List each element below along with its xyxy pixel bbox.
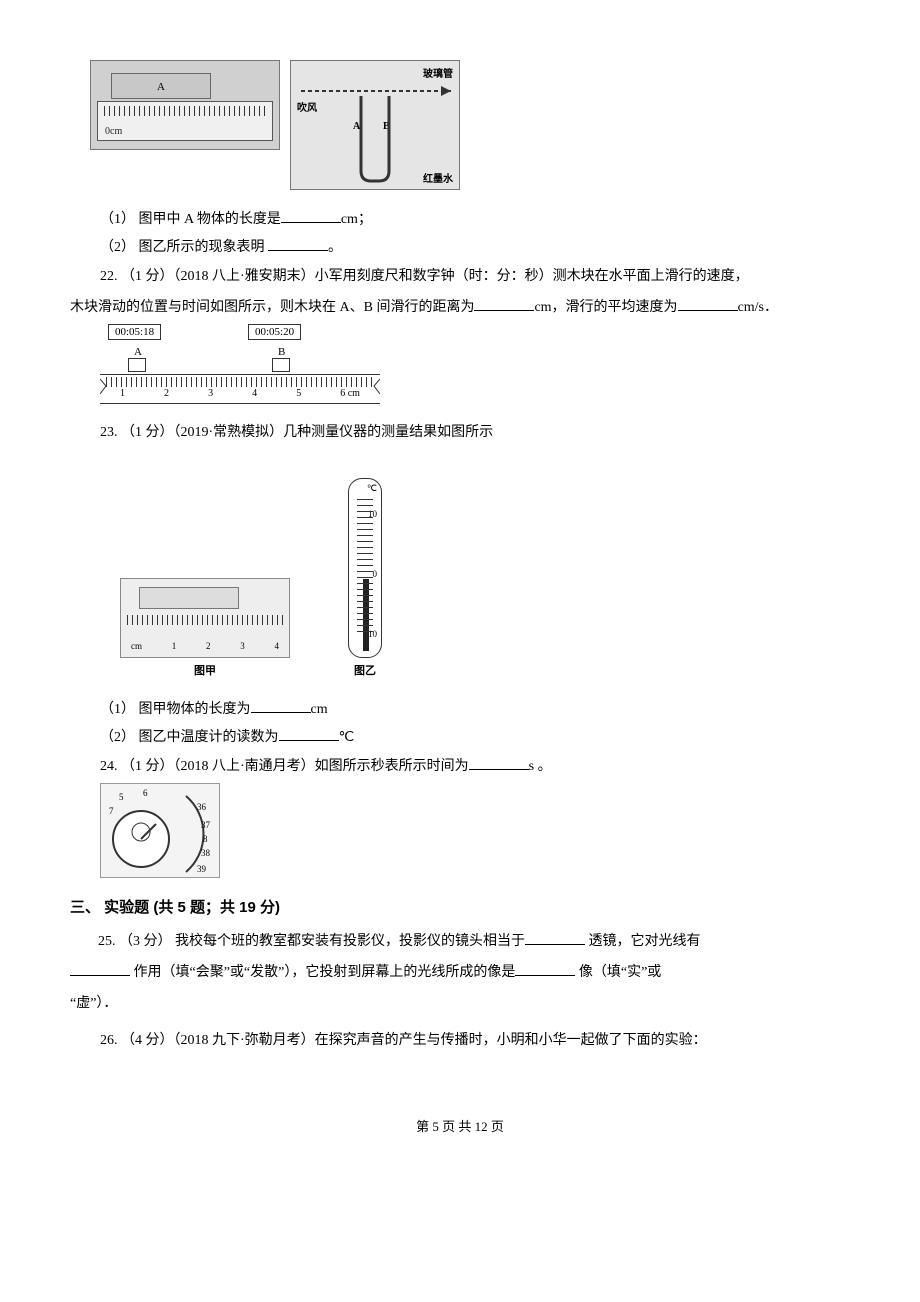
svg-text:38: 38 xyxy=(201,848,211,858)
q23-s2b: ℃ xyxy=(339,730,355,745)
q23-line1: 23. （1 分）（2019·常熟模拟）几种测量仪器的测量结果如图所示 xyxy=(100,418,850,449)
svg-text:7: 7 xyxy=(109,806,114,816)
q25-a: 25. （3 分） 我校每个班的教室都安装有投影仪，投影仪的镜头相当于 xyxy=(98,934,525,949)
q21-sub2-b: 。 xyxy=(328,240,342,255)
blank-q25-3 xyxy=(515,962,575,976)
blank-q23-1 xyxy=(251,699,311,713)
page-footer: 第 5 页 共 12 页 xyxy=(70,1116,850,1135)
thermo-unit: ℃ xyxy=(367,483,377,494)
stopwatch-svg: 5 6 7 36 37 8 38 39 xyxy=(101,784,221,879)
q22-l2c: cm/s． xyxy=(738,300,778,315)
svg-text:36: 36 xyxy=(197,802,207,812)
q22-l2b: cm，滑行的平均速度为 xyxy=(534,300,677,315)
svg-text:39: 39 xyxy=(197,864,207,874)
q21-sub2-a: （2） 图乙所示的现象表明 xyxy=(100,240,268,255)
thermo-0: 0 xyxy=(373,569,378,579)
q21-sub1-text: （1） 图甲中 A 物体的长度是 xyxy=(100,212,281,227)
thermo-body: ℃ 10 0 10 xyxy=(348,478,382,658)
q22-line1: 22. （1 分）（2018 八上·雅安期末）小军用刻度尺和数字钟（时：分：秒）… xyxy=(100,262,850,293)
q24-figure: 5 6 7 36 37 8 38 39 xyxy=(100,783,220,878)
q23-s1a: （1） 图甲物体的长度为 xyxy=(100,702,251,717)
caption-yi: 图乙 xyxy=(340,662,390,678)
ruler-ticks xyxy=(104,106,266,116)
blank-q22-1 xyxy=(474,297,534,311)
q25-c: 作用（填“会聚”或“发散”），它投射到屏幕上的光线所成的像是 xyxy=(130,965,515,980)
q21-sub2: （2） 图乙所示的现象表明 。 xyxy=(100,234,850,262)
q24-line: 24. （1 分）（2018 八上·南通月考）如图所示秒表所示时间为 s 。 xyxy=(100,752,850,783)
ruler2-body: cm1234 xyxy=(120,578,290,658)
utube-svg xyxy=(291,61,461,191)
q21-sub1-unit: cm； xyxy=(341,212,372,227)
ruler2-object xyxy=(139,587,239,609)
blank-q22-2 xyxy=(678,297,738,311)
caption-jia: 图甲 xyxy=(120,662,290,678)
blank-q23-2 xyxy=(279,727,339,741)
q25-e: “虚”）． xyxy=(70,996,117,1011)
figure-jia-ruler: A 0cm xyxy=(90,60,280,150)
svg-text:6: 6 xyxy=(143,788,148,798)
q25-d: 像（填“实”或 xyxy=(575,965,661,980)
ruler2-nums: cm1234 xyxy=(131,641,279,651)
svg-text:37: 37 xyxy=(201,820,211,830)
blank-q21-2 xyxy=(268,237,328,251)
q21-figures: A 0cm 玻璃管 吹风 A B 红墨水 xyxy=(90,60,850,190)
q24-b: s 。 xyxy=(529,759,552,774)
q23-s1b: cm xyxy=(311,702,328,717)
q22-l2a: 木块滑动的位置与时间如图所示，则木块在 A、B 间滑行的距离为 xyxy=(70,300,474,315)
object-a: A xyxy=(111,73,211,99)
q23-sub1: （1） 图甲物体的长度为 cm xyxy=(100,696,850,724)
blank-q25-1 xyxy=(525,931,585,945)
ruler-zero-label: 0cm xyxy=(105,126,122,137)
figure-jia-2: cm1234 图甲 xyxy=(120,578,290,678)
svg-text:5: 5 xyxy=(119,792,124,802)
q22-figure: 00:05:18 00:05:20 A B 1 2 3 4 5 6 cm xyxy=(100,324,380,404)
ruler-body xyxy=(97,101,273,141)
blank-q24 xyxy=(469,756,529,770)
section-3-heading: 三、 实验题 (共 5 题；共 19 分) xyxy=(70,896,850,917)
q23-sub2: （2） 图乙中温度计的读数为 ℃ xyxy=(100,724,850,752)
blank-q25-2 xyxy=(70,962,130,976)
q21-sub1: （1） 图甲中 A 物体的长度是 cm； xyxy=(100,206,850,234)
figure-yi-utube: 玻璃管 吹风 A B 红墨水 xyxy=(290,60,460,190)
svg-text:8: 8 xyxy=(203,834,208,844)
q22-line2: 木块滑动的位置与时间如图所示，则木块在 A、B 间滑行的距离为 cm，滑行的平均速… xyxy=(70,293,850,324)
q25-body: 25. （3 分） 我校每个班的教室都安装有投影仪，投影仪的镜头相当于 透镜，它… xyxy=(70,927,850,1019)
q23-s2a: （2） 图乙中温度计的读数为 xyxy=(100,730,279,745)
ruler-edges-svg xyxy=(100,324,380,404)
figure-yi-thermometer: ℃ 10 0 10 图乙 xyxy=(340,478,390,678)
blank-q21-1 xyxy=(281,209,341,223)
q23-figures: cm1234 图甲 ℃ 10 0 10 图乙 xyxy=(120,478,850,678)
q24-a: 24. （1 分）（2018 八上·南通月考）如图所示秒表所示时间为 xyxy=(100,759,469,774)
ruler2-ticks xyxy=(127,615,283,625)
q26-line: 26. （4 分）（2018 九下·弥勒月考）在探究声音的产生与传播时，小明和小… xyxy=(100,1026,850,1057)
thermo-ticks xyxy=(357,499,373,637)
q25-b: 透镜，它对光线有 xyxy=(585,934,701,949)
